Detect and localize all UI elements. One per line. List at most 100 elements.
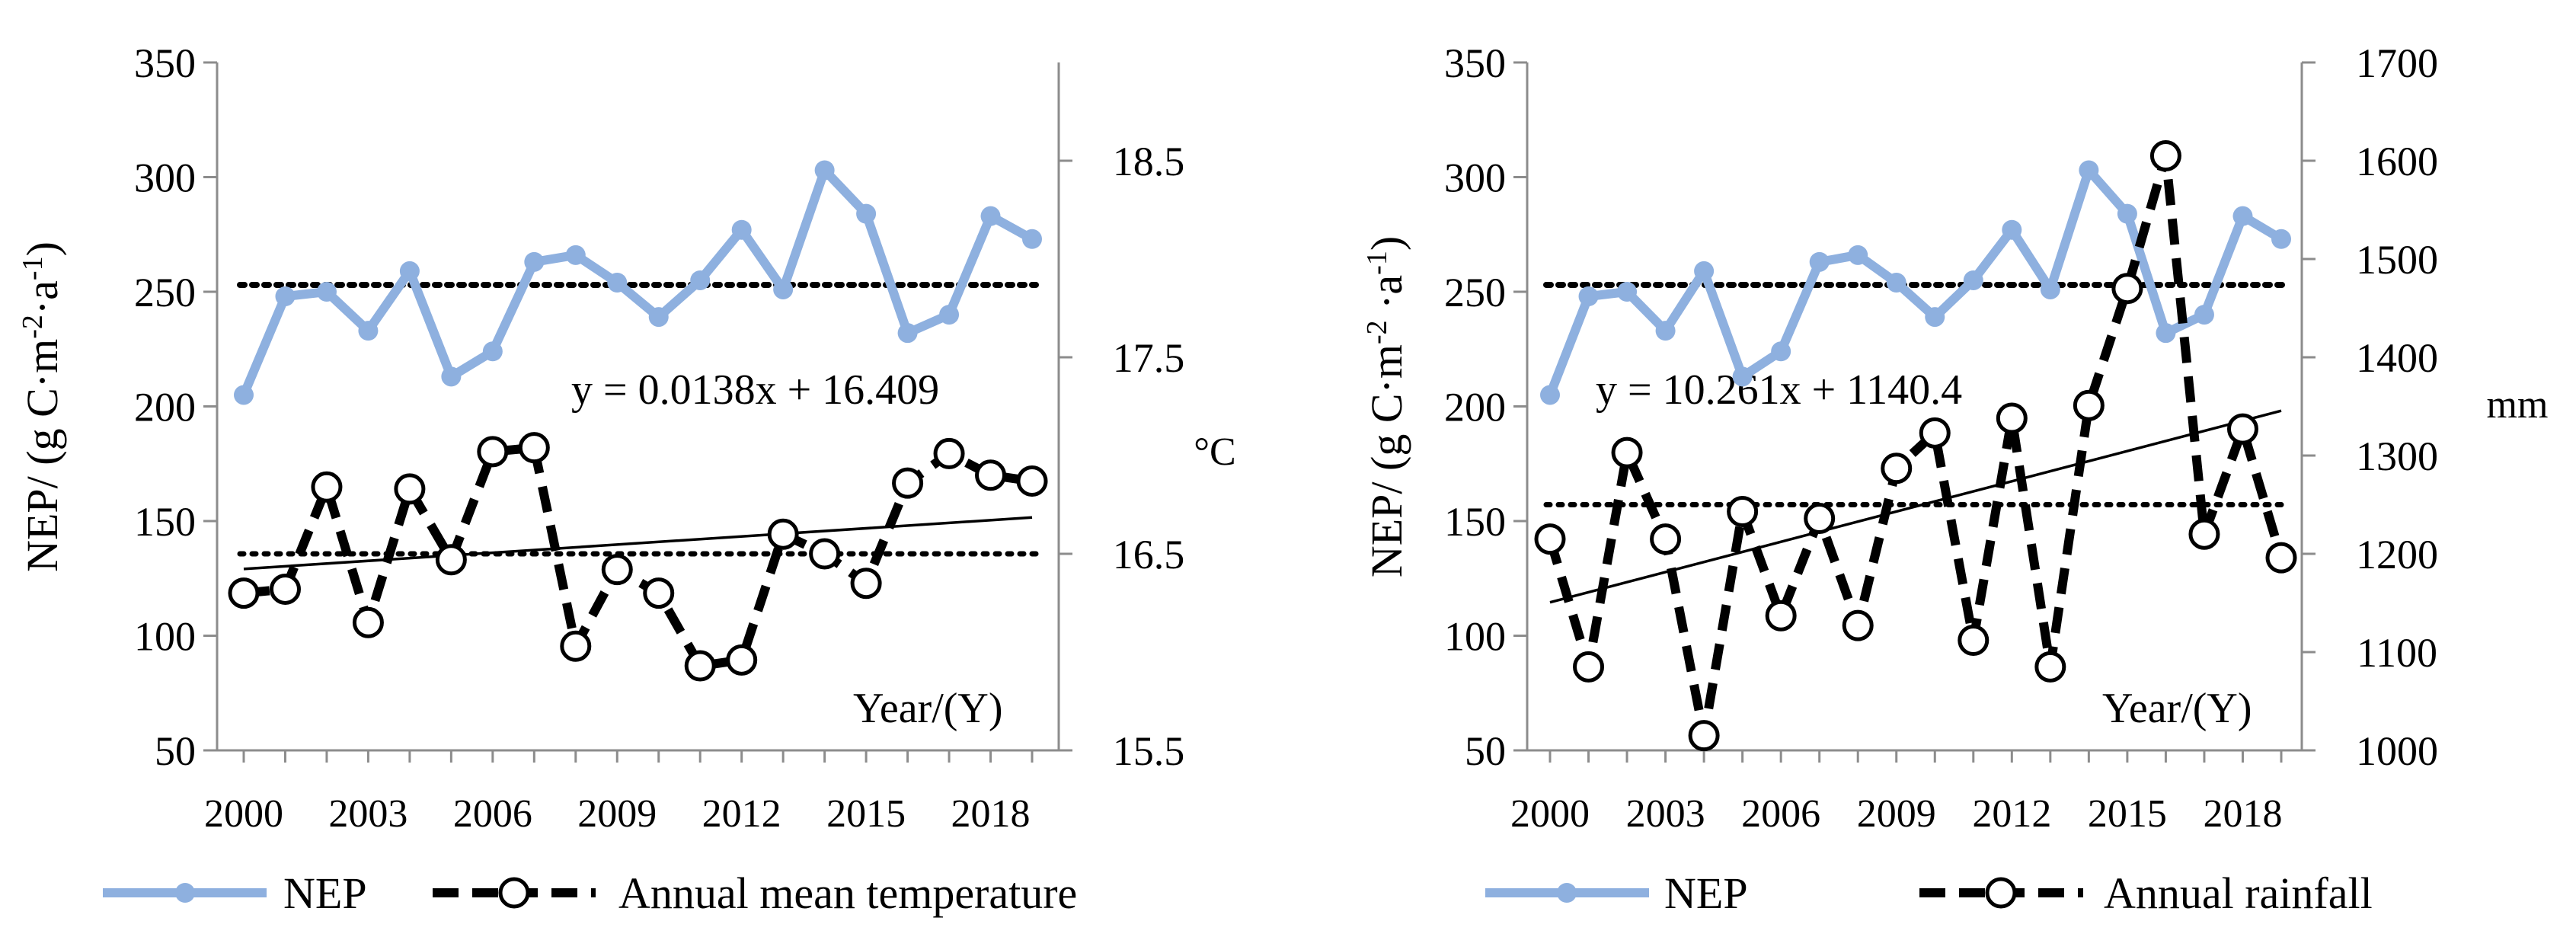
- right-tick-label: 17.5: [1113, 335, 1185, 381]
- nep-point: [234, 385, 254, 405]
- x-axis-annotation: Year/(Y): [853, 685, 1003, 732]
- nep-point: [1886, 272, 1906, 293]
- nep-point: [1809, 251, 1830, 272]
- x-tick-label: 2006: [453, 792, 532, 836]
- x-tick-label: 2009: [1857, 792, 1936, 836]
- nep-point: [2232, 206, 2253, 226]
- trend-line: [243, 516, 1033, 571]
- legend-nep-marker: [1557, 883, 1577, 903]
- climate-point: [394, 473, 426, 505]
- nep-point: [2156, 323, 2176, 344]
- nep-point: [441, 366, 462, 387]
- climate-point: [1996, 402, 2028, 434]
- nep-series-line: [239, 165, 1034, 397]
- nep-point: [2117, 203, 2137, 224]
- nep-point: [980, 206, 1001, 226]
- climate-point: [1842, 609, 1874, 641]
- x-axis-annotation: Year/(Y): [2102, 685, 2252, 732]
- climate-point: [352, 606, 384, 638]
- left-tick-label: 150: [1444, 499, 1506, 545]
- left-tick-label: 300: [134, 155, 196, 201]
- climate-point: [1919, 417, 1951, 449]
- legend-nep-label: NEP: [283, 868, 367, 918]
- right-tick-label: 1700: [2356, 40, 2438, 86]
- chart-rainfall: 50 100 150 200 250 300 350 1000 1100 1200 1300 140…: [1361, 40, 2548, 918]
- climate-series-line: [1545, 151, 2286, 740]
- climate-point: [228, 577, 260, 609]
- climate-point: [1016, 465, 1048, 497]
- climate-point: [1765, 600, 1797, 632]
- left-tick-label: 50: [155, 728, 196, 774]
- climate-point: [850, 568, 882, 600]
- nep-point: [1963, 270, 1983, 290]
- nep-point: [1848, 245, 1868, 265]
- climate-point: [1573, 651, 1605, 683]
- left-axis-title: NEP/ (g C·m-2·a-1): [17, 241, 67, 572]
- nep-point: [773, 279, 794, 299]
- nep-point: [897, 323, 918, 344]
- nep-point: [856, 203, 877, 224]
- nep-point: [1694, 261, 1715, 281]
- nep-point: [482, 341, 503, 362]
- legend-nep-label: NEP: [1664, 868, 1748, 918]
- climate-point: [892, 467, 924, 499]
- nep-point: [358, 321, 379, 341]
- left-tick-label: 350: [1444, 40, 1506, 86]
- right-tick-label: 1400: [2356, 335, 2438, 381]
- legend-nep-marker: [175, 883, 195, 903]
- climate-point: [1804, 503, 1836, 535]
- climate-point: [2188, 518, 2220, 550]
- left-tick-label: 250: [134, 270, 196, 315]
- climate-point: [601, 554, 633, 586]
- climate-point: [933, 437, 965, 469]
- left-tick-label: 200: [134, 385, 196, 430]
- right-tick-label: 1300: [2356, 433, 2438, 479]
- right-tick-label: 16.5: [1113, 532, 1185, 577]
- chart-temperature: 50 100 150 200 250 300 350 15.5 16.5 17.5 18.5 20…: [17, 40, 1236, 918]
- climate-point: [518, 432, 550, 464]
- right-axis-title: °C: [1194, 430, 1235, 474]
- x-tick-label: 2003: [328, 792, 407, 836]
- climate-point: [2226, 413, 2258, 445]
- climate-point: [809, 538, 841, 570]
- left-tick-label: 50: [1465, 728, 1506, 774]
- climate-point: [726, 644, 758, 676]
- x-tick-label: 2006: [1741, 792, 1820, 836]
- climate-point: [2034, 651, 2066, 683]
- climate-point: [1881, 453, 1913, 484]
- nep-point: [2194, 305, 2214, 325]
- climate-point: [1650, 523, 1682, 555]
- nep-point: [316, 282, 337, 302]
- right-axis-ticks: 1000 1100 1200 1300 1400 1500 1600 1700: [2302, 40, 2438, 774]
- nep-series-line: [1545, 165, 2284, 397]
- legend-temperature-marker: [498, 877, 530, 909]
- left-axis-ticks: 50 100 150 200 250 300 350: [134, 40, 217, 774]
- x-tick-label: 2015: [2088, 792, 2167, 836]
- left-tick-label: 150: [134, 499, 196, 545]
- x-axis-ticks: 2000 2003 2006 2009 2012 2015 2018: [204, 750, 1034, 836]
- left-tick-label: 200: [1444, 385, 1506, 430]
- nep-point: [2002, 219, 2022, 240]
- x-axis-ticks: 2000 2003 2006 2009 2012 2015 2018: [1510, 750, 2283, 836]
- right-tick-label: 1000: [2356, 728, 2438, 774]
- nep-point: [1771, 341, 1791, 362]
- climate-point: [643, 577, 675, 609]
- nep-point: [1540, 385, 1560, 405]
- right-tick-label: 18.5: [1113, 139, 1185, 184]
- nep-point: [1655, 321, 1676, 341]
- nep-point: [648, 307, 669, 328]
- climate-point: [435, 544, 467, 576]
- x-tick-label: 2009: [577, 792, 657, 836]
- nep-point: [814, 160, 835, 181]
- right-tick-label: 15.5: [1113, 728, 1185, 774]
- right-tick-label: 1200: [2356, 532, 2438, 577]
- left-tick-label: 250: [1444, 270, 1506, 315]
- climate-point: [1958, 625, 1990, 657]
- x-tick-label: 2000: [204, 792, 283, 836]
- nep-point: [1732, 366, 1753, 387]
- nep-point: [1022, 229, 1042, 249]
- nep-point: [939, 305, 960, 325]
- climate-point: [269, 573, 301, 605]
- nep-point: [607, 272, 628, 293]
- left-tick-label: 100: [1444, 614, 1506, 660]
